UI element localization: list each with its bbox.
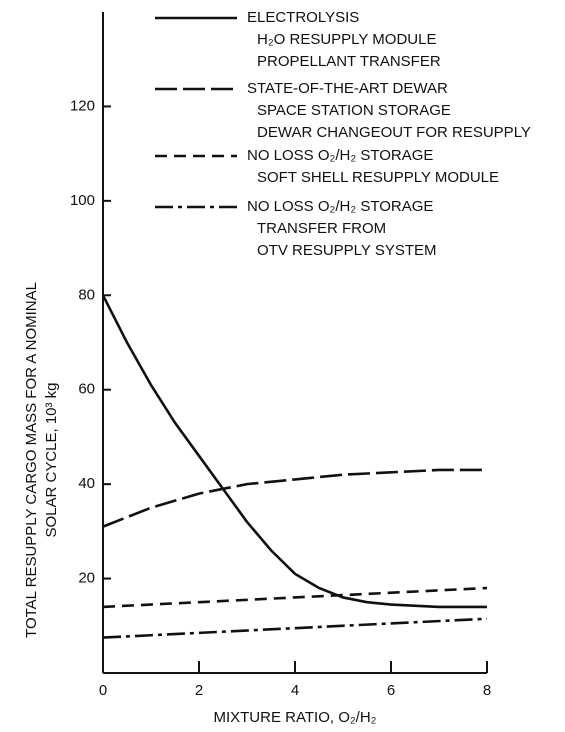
x-axis-label: MIXTURE RATIO, O₂/H₂	[213, 709, 376, 726]
line-series	[102, 617, 488, 639]
y-tick-label: 80	[78, 286, 95, 303]
y-tick-label: 20	[78, 570, 95, 587]
x-tick-label: 6	[387, 682, 395, 699]
y-tick-label: 40	[78, 475, 95, 492]
y-tick-label: 100	[70, 192, 95, 209]
legend-label: STATE-OF-THE-ART DEWAR SPACE STATION STOR…	[247, 80, 531, 141]
x-tick-label: 4	[291, 682, 299, 699]
line-series	[102, 586, 488, 609]
x-tick-label: 2	[195, 682, 203, 699]
legend-label: NO LOSS O₂/H₂ STORAGE TRANSFER FROM OTV RE…	[247, 198, 437, 259]
legend-label: ELECTROLYSIS H₂O RESUPPLY MODULE PROPELLAN…	[247, 9, 441, 70]
y-tick-label: 60	[78, 381, 95, 398]
y-tick-label: 120	[70, 97, 95, 114]
line-series	[102, 468, 487, 528]
legend-label: NO LOSS O₂/H₂ STORAGE SOFT SHELL RESUPPLY…	[247, 147, 499, 186]
x-tick-label: 0	[99, 682, 107, 699]
line-series	[101, 294, 487, 609]
x-tick-label: 8	[483, 682, 491, 699]
y-axis-label: TOTAL RESUPPLY CARGO MASS FOR A NOMINAL S…	[23, 282, 60, 638]
